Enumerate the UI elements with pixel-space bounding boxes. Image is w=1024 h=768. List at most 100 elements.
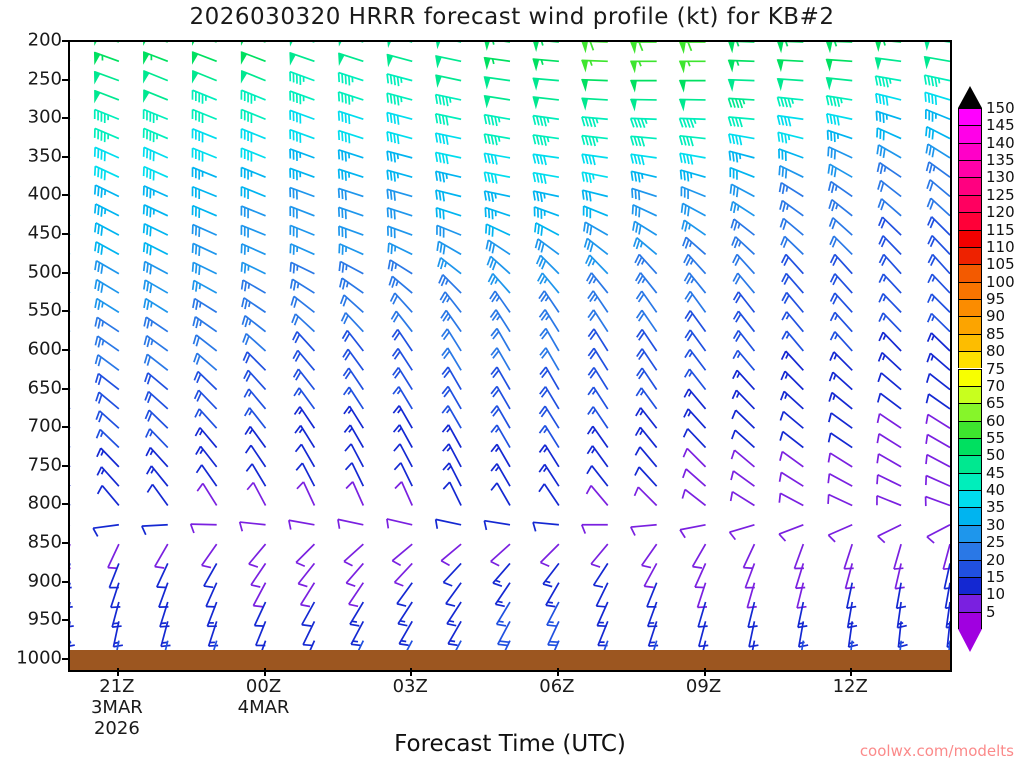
wind-barb	[925, 453, 950, 468]
y-axis-tick-label: 600	[27, 338, 62, 360]
wind-barb	[436, 240, 462, 256]
wind-barb	[296, 481, 316, 506]
wind-barb	[730, 218, 755, 236]
wind-barb	[434, 518, 462, 529]
wind-barb	[392, 405, 413, 429]
wind-barb	[683, 388, 707, 410]
wind-barb	[95, 410, 120, 429]
wind-barb	[825, 77, 853, 91]
wind-barb	[684, 329, 707, 352]
wind-barb	[587, 347, 609, 371]
y-axis-tick	[62, 348, 69, 351]
wind-barb	[442, 443, 462, 468]
wind-barb	[492, 562, 511, 587]
wind-barb	[534, 238, 560, 256]
wind-barb	[829, 273, 853, 294]
x-axis-tick	[410, 668, 413, 676]
wind-barb	[297, 562, 316, 588]
plot-area	[68, 40, 952, 672]
legend-label: 140	[986, 133, 1015, 152]
wind-barb	[243, 369, 267, 391]
y-axis-tick-label: 400	[27, 183, 62, 205]
x-axis-tick	[263, 668, 266, 676]
wind-barb	[244, 426, 267, 449]
wind-barb	[490, 405, 511, 429]
wind-barb	[547, 620, 560, 647]
wind-barb	[829, 292, 853, 313]
wind-barb	[142, 108, 169, 124]
wind-barb	[156, 563, 169, 589]
wind-barb	[732, 272, 756, 294]
wind-barb	[829, 253, 853, 275]
wind-barb	[490, 385, 511, 410]
wind-barb	[776, 59, 804, 73]
wind-barb	[495, 601, 511, 627]
wind-barb	[532, 190, 560, 203]
wind-barb	[632, 237, 658, 256]
wind-barb	[636, 348, 658, 371]
wind-barb	[142, 51, 169, 65]
wind-barb	[293, 387, 316, 410]
wind-barb	[539, 347, 560, 371]
wind-barb	[944, 582, 950, 610]
wind-barb	[927, 234, 950, 256]
wind-barb	[438, 274, 462, 294]
wind-barb	[143, 279, 169, 294]
wind-barb	[729, 200, 755, 217]
wind-barb	[345, 562, 364, 587]
legend-color-swatch	[958, 385, 982, 404]
wind-barb	[581, 78, 608, 92]
wind-barb	[634, 426, 658, 449]
wind-barb	[926, 524, 950, 544]
wind-barb	[337, 168, 364, 181]
wind-barb	[844, 563, 856, 590]
wind-barb	[542, 562, 560, 588]
wind-barb	[342, 348, 365, 371]
wind-barb	[240, 128, 266, 143]
wind-barb	[636, 328, 658, 352]
wind-barb	[631, 204, 658, 218]
wind-barb	[586, 425, 609, 449]
wind-barb	[343, 405, 365, 429]
wind-barb	[727, 78, 755, 92]
wind-barb	[96, 466, 120, 487]
wind-barb	[875, 92, 902, 106]
wind-barb	[289, 42, 315, 47]
wind-barb	[776, 77, 804, 92]
wind-barb	[386, 225, 413, 239]
wind-barb	[580, 523, 608, 534]
wind-barb	[95, 391, 120, 410]
x-axis-labels: 21Z 3MAR 2026 00Z 4MAR 03Z 06Z 09Z 12Z	[68, 668, 952, 746]
wind-barb	[874, 57, 902, 71]
legend-color-swatch	[958, 316, 982, 334]
wind-barb	[143, 42, 168, 46]
wind-barb	[634, 446, 658, 468]
wind-barb	[532, 96, 559, 110]
wind-barb	[142, 241, 169, 256]
legend-label: 115	[986, 220, 1015, 239]
wind-barb	[781, 311, 804, 333]
wind-barb	[635, 407, 658, 429]
x-tick-hour: 09Z	[685, 676, 722, 697]
wind-barb	[189, 523, 217, 534]
wind-barb	[532, 77, 559, 91]
legend-color-swatch	[958, 524, 982, 543]
wind-barb	[390, 310, 413, 333]
wind-barb	[483, 190, 511, 203]
wind-barb	[203, 562, 218, 589]
wind-barb	[94, 42, 119, 46]
wind-barb	[289, 70, 315, 85]
wind-barb	[538, 309, 560, 333]
page-title: 2026030320 HRRR forecast wind profile (k…	[189, 4, 835, 30]
wind-barb	[344, 462, 365, 487]
wind-barb	[778, 165, 804, 179]
wind-barb	[877, 524, 902, 544]
wind-barb	[727, 116, 755, 128]
wind-barb	[386, 111, 413, 125]
wind-barb	[683, 408, 707, 429]
wind-barb	[679, 523, 706, 539]
legend-color-swatch	[958, 351, 982, 369]
legend-label: 150	[986, 99, 1015, 117]
wind-barb	[779, 199, 804, 217]
wind-barb	[828, 412, 853, 429]
